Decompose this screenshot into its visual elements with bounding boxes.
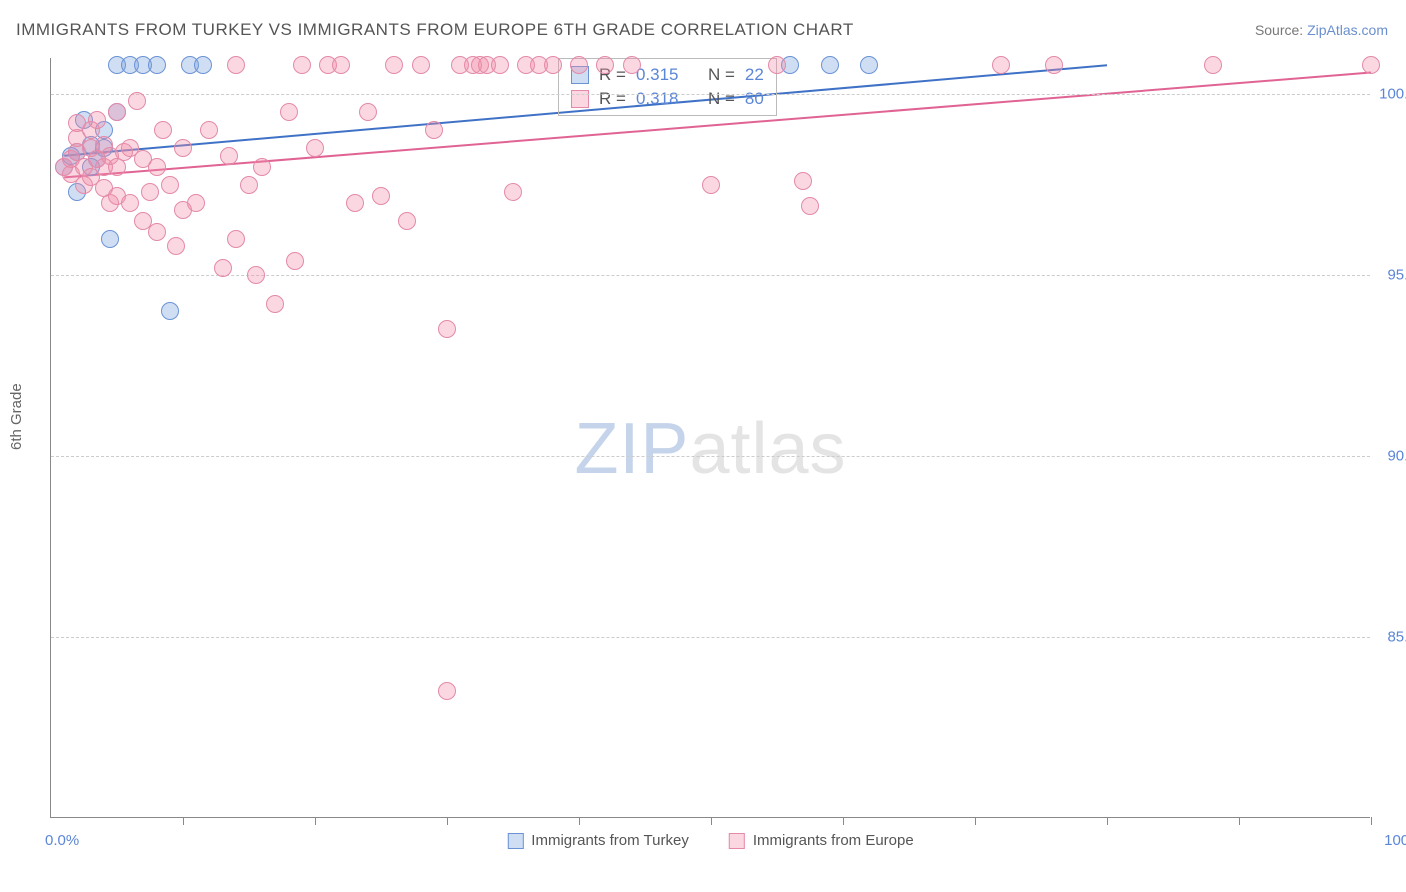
data-point — [702, 176, 720, 194]
correlation-stats-box: R = 0.315 N = 22R = 0.318 N = 80 — [558, 58, 777, 116]
y-tick-label: 100.0% — [1379, 86, 1406, 103]
data-point — [240, 176, 258, 194]
stats-row: R = 0.318 N = 80 — [571, 87, 764, 111]
data-point — [1045, 56, 1063, 74]
data-point — [504, 183, 522, 201]
data-point — [992, 56, 1010, 74]
data-point — [768, 56, 786, 74]
chart-title: IMMIGRANTS FROM TURKEY VS IMMIGRANTS FRO… — [16, 20, 854, 40]
data-point — [121, 194, 139, 212]
legend-swatch — [507, 833, 523, 849]
gridline — [51, 94, 1370, 95]
data-point — [398, 212, 416, 230]
data-point — [214, 259, 232, 277]
data-point — [167, 237, 185, 255]
data-point — [247, 266, 265, 284]
scatter-plot: ZIPatlas R = 0.315 N = 22R = 0.318 N = 8… — [50, 58, 1370, 818]
data-point — [200, 121, 218, 139]
data-point — [141, 183, 159, 201]
source-link[interactable]: ZipAtlas.com — [1307, 22, 1388, 38]
data-point — [266, 295, 284, 313]
data-point — [148, 158, 166, 176]
data-point — [101, 230, 119, 248]
data-point — [227, 230, 245, 248]
gridline — [51, 637, 1370, 638]
legend-swatch — [729, 833, 745, 849]
legend-item: Immigrants from Europe — [729, 832, 914, 849]
x-tick — [843, 817, 844, 825]
data-point — [438, 320, 456, 338]
data-point — [385, 56, 403, 74]
data-point — [1362, 56, 1380, 74]
data-point — [544, 56, 562, 74]
data-point — [332, 56, 350, 74]
data-point — [220, 147, 238, 165]
data-point — [801, 197, 819, 215]
data-point — [286, 252, 304, 270]
x-tick — [1239, 817, 1240, 825]
series-swatch — [571, 90, 589, 108]
data-point — [860, 56, 878, 74]
x-axis-min-label: 0.0% — [45, 832, 79, 849]
x-tick — [1107, 817, 1108, 825]
data-point — [570, 56, 588, 74]
x-tick — [183, 817, 184, 825]
data-point — [88, 111, 106, 129]
data-point — [306, 139, 324, 157]
x-tick — [975, 817, 976, 825]
watermark: ZIPatlas — [574, 408, 846, 490]
x-tick — [1371, 817, 1372, 825]
data-point — [794, 172, 812, 190]
data-point — [821, 56, 839, 74]
data-point — [154, 121, 172, 139]
data-point — [293, 56, 311, 74]
data-point — [128, 92, 146, 110]
data-point — [372, 187, 390, 205]
source-label: Source: ZipAtlas.com — [1255, 22, 1388, 38]
legend-item: Immigrants from Turkey — [507, 832, 689, 849]
data-point — [227, 56, 245, 74]
data-point — [1204, 56, 1222, 74]
data-point — [425, 121, 443, 139]
data-point — [174, 139, 192, 157]
data-point — [623, 56, 641, 74]
x-tick — [315, 817, 316, 825]
data-point — [161, 176, 179, 194]
gridline — [51, 456, 1370, 457]
data-point — [108, 103, 126, 121]
x-tick — [579, 817, 580, 825]
data-point — [280, 103, 298, 121]
legend: Immigrants from Turkey Immigrants from Eu… — [507, 832, 913, 849]
x-axis-max-label: 100.0% — [1384, 832, 1406, 849]
x-tick — [711, 817, 712, 825]
data-point — [253, 158, 271, 176]
data-point — [194, 56, 212, 74]
data-point — [491, 56, 509, 74]
data-point — [346, 194, 364, 212]
y-tick-label: 95.0% — [1387, 267, 1406, 284]
y-tick-label: 85.0% — [1387, 629, 1406, 646]
y-axis-label: 6th Grade — [8, 383, 25, 450]
data-point — [161, 302, 179, 320]
y-tick-label: 90.0% — [1387, 448, 1406, 465]
data-point — [148, 223, 166, 241]
data-point — [412, 56, 430, 74]
data-point — [438, 682, 456, 700]
data-point — [596, 56, 614, 74]
data-point — [359, 103, 377, 121]
data-point — [187, 194, 205, 212]
data-point — [148, 56, 166, 74]
x-tick — [447, 817, 448, 825]
